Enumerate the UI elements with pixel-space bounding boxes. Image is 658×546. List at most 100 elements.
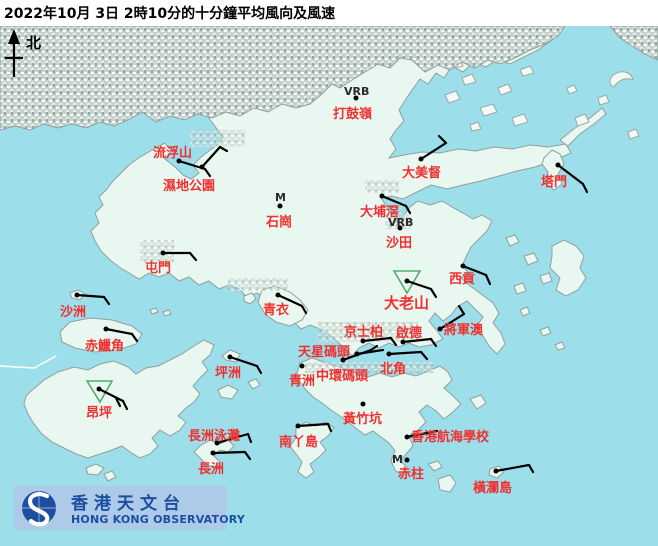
wind-barb-sha-chau (75, 293, 106, 299)
station-shek-kong: M 石崗 (265, 191, 292, 230)
station-dot-shek-kong (277, 203, 283, 209)
wind-barb-ngong-ping (97, 387, 125, 403)
station-dot-ta-kwu-ling (353, 95, 359, 101)
station-label-tuen-mun: 屯門 (145, 260, 171, 276)
station-label-ta-kwu-ling: 打鼓嶺 (333, 106, 372, 122)
station-dot-cheung-chau (210, 450, 216, 456)
station-dot-cheung-chau-beach (214, 440, 220, 446)
land-lamma (289, 421, 335, 479)
station-label-chek-lap-kok: 赤鱲角 (85, 338, 124, 354)
station-tsing-yi: 青衣 (263, 292, 308, 318)
station-label-sai-kung: 西貢 (449, 272, 475, 287)
station-dot-peng-chau (227, 354, 233, 360)
station-note-ta-kwu-ling: VRB (344, 85, 369, 98)
station-dot-sha-tin (397, 225, 403, 231)
station-note-shek-kong: M (275, 191, 286, 204)
wind-barb-sha-chau (102, 295, 111, 306)
wind-barb-lamma-island (326, 422, 333, 433)
title-strip (0, 0, 658, 26)
boundary-line (0, 355, 57, 369)
station-label-tai-mei-tuk: 大美督 (402, 165, 441, 181)
hko-logo-swirl (27, 492, 50, 527)
wind-barb-tates-cairn (429, 287, 438, 299)
station-ta-kwu-ling: VRB 打鼓嶺 (333, 85, 372, 122)
station-label-tates-cairn: 大老山 (384, 294, 429, 312)
station-tseung-kwan-o: 將軍澳 (437, 304, 484, 338)
wind-barb-lau-fau-shan (203, 167, 212, 178)
station-tuen-mun: 屯門 (145, 250, 198, 276)
station-dot-green-island (299, 363, 305, 369)
station-dot-tates-cairn (404, 278, 410, 284)
wind-barb-ngong-ping (121, 399, 129, 411)
station-label-lamma-island: 南丫島 (279, 434, 318, 450)
station-stanley: M赤柱 (392, 453, 424, 482)
wind-barb-ngong-ping (114, 396, 122, 408)
wind-barb-tap-mun (556, 163, 585, 186)
station-label-wetland-park: 濕地公園 (163, 178, 215, 194)
station-dot-sai-kung (460, 263, 466, 269)
land-tap-mun (541, 149, 565, 191)
station-dot-tai-po-kau (379, 193, 385, 199)
wind-barb-north-point (419, 350, 429, 361)
station-label-tseung-kwan-o: 將軍澳 (444, 322, 484, 338)
station-label-cheung-chau: 長洲 (198, 462, 224, 477)
station-dot-central-pier (340, 357, 346, 363)
station-ngong-ping: 昂坪 (85, 380, 129, 421)
north-arrowhead (8, 29, 20, 44)
wind-barb-wetland-park (200, 145, 222, 169)
urban-northeast-corner (608, 25, 658, 61)
land-crescent-island (609, 71, 634, 88)
station-note-sha-tin: VRB (388, 216, 413, 229)
wind-barb-kai-tak (401, 337, 433, 344)
urban-shenzhen (0, 25, 566, 131)
station-label-cheung-chau-beach: 長洲泳灘 (188, 428, 240, 444)
wind-barb-sai-kung (484, 273, 492, 286)
wind-barb-peng-chau (255, 364, 263, 375)
land-high-island (549, 239, 587, 297)
station-dot-hk-sea-school (404, 434, 410, 440)
station-dot-tsing-yi (275, 292, 281, 298)
wind-barb-cheung-chau (243, 450, 252, 461)
station-dot-chek-lap-kok (103, 326, 109, 332)
station-cheung-chau-beach: 長洲泳灘 (188, 428, 253, 446)
wind-barb-tai-po-kau (380, 194, 408, 208)
station-label-hk-sea-school: 香港航海學校 (410, 429, 490, 445)
station-label-sha-tin: 沙田 (386, 236, 412, 251)
station-dot-kings-park (360, 338, 366, 344)
wind-barb-kai-tak (429, 337, 438, 348)
wind-barb-tap-mun (581, 182, 589, 194)
wind-barb-tuen-mun (188, 251, 198, 262)
station-sai-kung: 西貢 (449, 263, 492, 287)
logo-chinese: 香港天文台 (71, 493, 186, 514)
station-sha-tin: VRB 沙田 (386, 216, 413, 251)
station-kai-tak: 啟德 (396, 325, 438, 348)
wind-barb-kings-park (389, 336, 398, 347)
station-label-peng-chau: 坪洲 (215, 366, 241, 381)
station-dot-lamma-island (295, 423, 301, 429)
logo-english: HONG KONG OBSERVATORY (71, 513, 246, 526)
station-chek-lap-kok: 赤鱲角 (85, 326, 139, 354)
wind-barb-central-pier (369, 344, 379, 352)
station-green-island: 青洲 (289, 363, 315, 389)
station-kings-park: 京士柏 (344, 324, 398, 347)
wind-barb-central-pier (341, 348, 373, 362)
wind-barb-tates-cairn (405, 279, 433, 291)
north-label: 北 (26, 34, 41, 52)
station-label-waglan-island: 橫瀾島 (473, 480, 512, 496)
land-hk-island (296, 357, 462, 477)
station-central-pier: 中環碼頭 (316, 344, 379, 384)
station-label-sha-chau: 沙洲 (60, 305, 86, 320)
wind-barb-chek-lap-kok (130, 332, 139, 343)
station-dot-tseung-kwan-o (437, 326, 443, 332)
station-dot-waglan-island (493, 468, 499, 474)
wind-barb-lamma-island (296, 422, 330, 428)
station-peng-chau: 坪洲 (215, 354, 263, 381)
station-dot-stanley (404, 457, 410, 463)
wind-barb-peng-chau (228, 355, 259, 368)
station-dot-lau-fau-shan (176, 158, 182, 164)
station-dot-tuen-mun (160, 250, 166, 256)
station-dot-wetland-park (199, 164, 205, 170)
wind-barb-tsing-yi (276, 293, 304, 308)
